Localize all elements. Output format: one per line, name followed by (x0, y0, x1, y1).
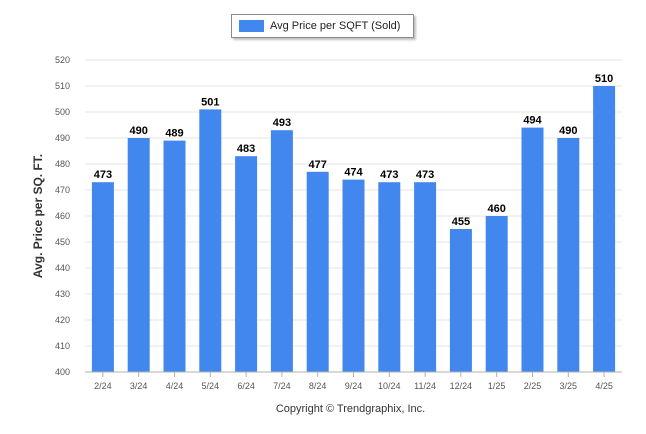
bar (557, 138, 580, 372)
y-tick-label: 460 (55, 211, 70, 221)
copyright-text: Copyright © Trendgraphix, Inc. (276, 403, 425, 415)
data-label: 501 (201, 96, 219, 108)
data-label: 473 (94, 169, 112, 181)
bar (199, 109, 222, 373)
y-tick-label: 470 (55, 185, 70, 195)
bar (270, 130, 293, 372)
bar (378, 182, 401, 372)
bar (485, 216, 508, 372)
data-label: 477 (309, 159, 327, 171)
data-label: 473 (380, 169, 398, 181)
y-tick-label: 480 (55, 159, 70, 169)
x-tick-label: 11/24 (414, 381, 436, 391)
y-tick-label: 520 (55, 55, 70, 65)
x-tick-label: 1/25 (488, 381, 506, 391)
bar (163, 140, 186, 372)
x-tick-label: 4/25 (595, 381, 613, 391)
data-label: 483 (237, 143, 255, 155)
x-tick-label: 3/24 (130, 381, 148, 391)
y-tick-label: 410 (55, 341, 70, 351)
x-tick-label: 10/24 (378, 381, 401, 391)
bar (91, 182, 114, 372)
data-label: 473 (416, 169, 434, 181)
data-label: 490 (130, 125, 148, 137)
y-tick-label: 430 (55, 289, 70, 299)
y-tick-label: 500 (55, 107, 70, 117)
x-tick-label: 6/24 (237, 381, 255, 391)
y-tick-label: 490 (55, 133, 70, 143)
x-axis-ticks: 2/24 3/24 4/24 5/24 6/24 7/24 8/24 9/24 10/24 11/… (94, 372, 613, 391)
legend-label: Avg Price per SQFT (Sold) (270, 20, 401, 32)
data-labels: 473 490 489 501 483 493 477 474 473 473 455 460 494 4… (94, 73, 614, 228)
bar (414, 182, 437, 372)
y-tick-label: 450 (55, 237, 70, 247)
y-tick-label: 510 (55, 81, 70, 91)
y-tick-label: 420 (55, 315, 70, 325)
bar (521, 127, 544, 372)
data-label: 474 (344, 167, 363, 179)
y-axis-title: Avg. Price per SQ. FT. (31, 154, 45, 278)
x-tick-label: 7/24 (273, 381, 291, 391)
data-label: 490 (559, 125, 577, 137)
x-tick-label: 5/24 (202, 381, 220, 391)
x-tick-label: 4/24 (166, 381, 184, 391)
x-tick-label: 3/25 (560, 381, 578, 391)
y-axis-ticks: 400 410 420 430 440 450 460 470 480 490 500 510 520 (55, 55, 70, 377)
bar (235, 156, 258, 372)
x-tick-label: 9/24 (345, 381, 363, 391)
x-tick-label: 2/25 (524, 381, 542, 391)
x-tick-label: 12/24 (450, 381, 473, 391)
bar (593, 86, 616, 372)
y-tick-label: 440 (55, 263, 70, 273)
data-label: 494 (523, 115, 542, 127)
legend[interactable]: Avg Price per SQFT (Sold) (231, 14, 414, 38)
data-label: 493 (273, 117, 291, 129)
data-label: 510 (595, 73, 613, 85)
bar (306, 171, 329, 372)
bar (342, 179, 365, 372)
bars (91, 86, 616, 373)
y-tick-label: 400 (55, 367, 70, 377)
x-tick-label: 2/24 (94, 381, 112, 391)
legend-swatch (239, 20, 264, 32)
bar (449, 229, 472, 372)
data-label: 489 (165, 128, 183, 140)
bar (127, 138, 150, 372)
x-tick-label: 8/24 (309, 381, 327, 391)
data-label: 460 (488, 203, 506, 215)
data-label: 455 (452, 216, 470, 228)
